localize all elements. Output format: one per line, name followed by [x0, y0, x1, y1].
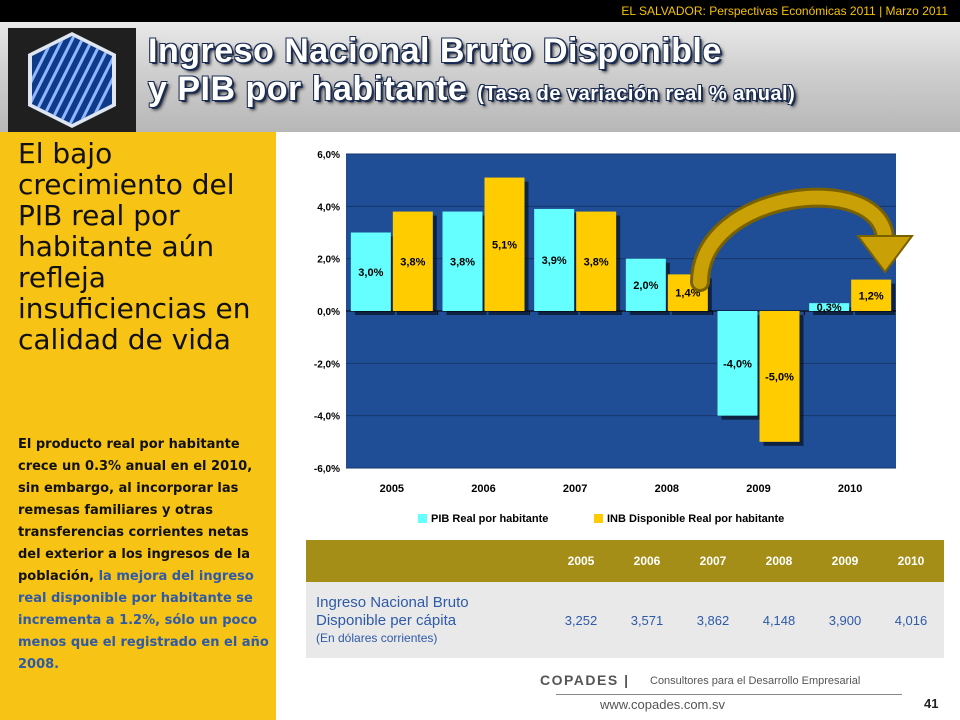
x-tick-label: 2005	[380, 483, 404, 495]
row-label-line-1: Ingreso Nacional Bruto	[316, 594, 469, 611]
table-year-row: 2005 2006 2007 2008 2009 2010	[548, 540, 944, 582]
title-line-2-suffix: (Tasa de variación real % anual)	[477, 83, 796, 105]
bar-inb-2006	[484, 177, 525, 311]
table-value-2009: 3,900	[828, 612, 862, 628]
body-text: El producto real por habitante crece un …	[18, 434, 270, 676]
y-tick-label: -6,0%	[314, 464, 340, 475]
data-label: 1,2%	[859, 290, 884, 302]
title-line-2-main: y PIB por habitante	[148, 70, 468, 108]
data-label: 2,0%	[633, 280, 658, 292]
table-row-label: Ingreso Nacional Bruto Disponible per cá…	[306, 582, 548, 658]
table-data-row: Ingreso Nacional Bruto Disponible per cá…	[306, 582, 944, 658]
headline: El bajo crecimiento del PIB real por hab…	[18, 137, 251, 356]
slide-title: Ingreso Nacional Bruto Disponible y PIB …	[148, 32, 795, 113]
bar-inb-2010	[851, 279, 892, 311]
table-header-blank	[306, 540, 548, 582]
table-value-row: 3,252 3,571 3,862 4,148 3,900 4,016	[548, 582, 944, 658]
y-tick-label: 0,0%	[317, 307, 340, 318]
footer-brand: COPADES |	[540, 672, 630, 688]
data-label: 3,8%	[450, 256, 475, 268]
table-year-2006: 2006	[633, 554, 661, 568]
bar-inb-2009	[759, 311, 800, 442]
legend-swatch	[418, 514, 427, 523]
legend-label: INB Disponible Real por habitante	[607, 513, 784, 525]
income-table: 2005 2006 2007 2008 2009 2010 Ingreso Naciona…	[306, 540, 944, 658]
table-header-row: 2005 2006 2007 2008 2009 2010	[306, 540, 944, 582]
top-bar: EL SALVADOR: Perspectivas Económicas 201…	[0, 0, 960, 22]
data-label: 1,4%	[675, 288, 700, 300]
table-years-cell: 2005 2006 2007 2008 2009 2010	[548, 540, 944, 582]
data-label: 3,0%	[358, 267, 383, 279]
bar-inb-2005	[392, 211, 433, 311]
y-tick-label: -2,0%	[314, 359, 340, 370]
legend-label: PIB Real por habitante	[431, 513, 548, 525]
bar-pib-2005	[350, 232, 391, 311]
table-value-2005: 3,252	[564, 612, 598, 628]
table-values-cell: 3,252 3,571 3,862 4,148 3,900 4,016	[548, 582, 944, 658]
x-tick-label: 2006	[471, 483, 495, 495]
bar-pib-2006	[442, 211, 483, 311]
page-number: 41	[924, 696, 939, 711]
y-tick-label: 2,0%	[317, 255, 340, 266]
bar-pib-2008	[625, 258, 666, 311]
body-text-plain: El producto real por habitante crece un …	[18, 437, 253, 584]
table-year-2007: 2007	[699, 554, 727, 568]
title-line-1: Ingreso Nacional Bruto Disponible	[148, 32, 722, 70]
table-year-2005: 2005	[567, 554, 595, 568]
copades-logo	[8, 28, 136, 132]
row-label-note: (En dólares corrientes)	[316, 631, 438, 645]
footer-divider	[556, 694, 902, 695]
title-line-2: y PIB por habitante (Tasa de variación r…	[148, 70, 795, 113]
x-tick-label: 2008	[655, 483, 679, 495]
table-year-2010: 2010	[897, 554, 925, 568]
row-label-line-2: Disponible per cápita	[316, 612, 457, 629]
bar-shadow	[813, 307, 854, 315]
presentation-subtitle: EL SALVADOR: Perspectivas Económicas 201…	[621, 4, 948, 18]
y-tick-label: 4,0%	[317, 202, 340, 213]
body-text-highlight: la mejora del ingreso real disponible po…	[18, 569, 269, 672]
y-tick-label: -4,0%	[314, 412, 340, 423]
bar-chart: 6,0% 4,0% 2,0% 0,0% -2,0% -4,0% -6,0% 3,0% 3,8% 2…	[300, 140, 940, 538]
table-year-2009: 2009	[831, 554, 859, 568]
x-tick-label: 2007	[563, 483, 587, 495]
data-label: 3,8%	[400, 256, 425, 268]
data-label: 3,9%	[542, 255, 567, 267]
x-tick-label: 2009	[746, 483, 770, 495]
footer-tagline: Consultores para el Desarrollo Empresari…	[650, 675, 861, 687]
table-value-2010: 4,016	[894, 612, 928, 628]
bar-pib-2009	[717, 311, 758, 416]
left-panel	[0, 132, 276, 720]
data-label: -5,0%	[765, 371, 794, 383]
bar-pib-2007	[534, 208, 575, 311]
header-band	[0, 22, 960, 132]
y-tick-label: 6,0%	[317, 150, 340, 161]
table-year-2008: 2008	[765, 554, 793, 568]
bar-inb-2007	[576, 211, 617, 311]
bar-pib-2010	[809, 303, 850, 311]
data-label: 3,8%	[584, 256, 609, 268]
footer-website[interactable]: www.copades.com.sv	[600, 697, 725, 712]
curved-arrow	[693, 190, 892, 289]
table-value-2008: 4,148	[762, 612, 796, 628]
data-label: 5,1%	[492, 239, 517, 251]
data-label: 0,3%	[817, 302, 842, 314]
table-value-2007: 3,862	[696, 612, 730, 628]
x-tick-label: 2010	[838, 483, 862, 495]
table-value-2006: 3,571	[630, 612, 664, 628]
legend-swatch	[594, 514, 603, 523]
arrow-head	[856, 235, 914, 274]
data-label: -4,0%	[723, 358, 752, 370]
